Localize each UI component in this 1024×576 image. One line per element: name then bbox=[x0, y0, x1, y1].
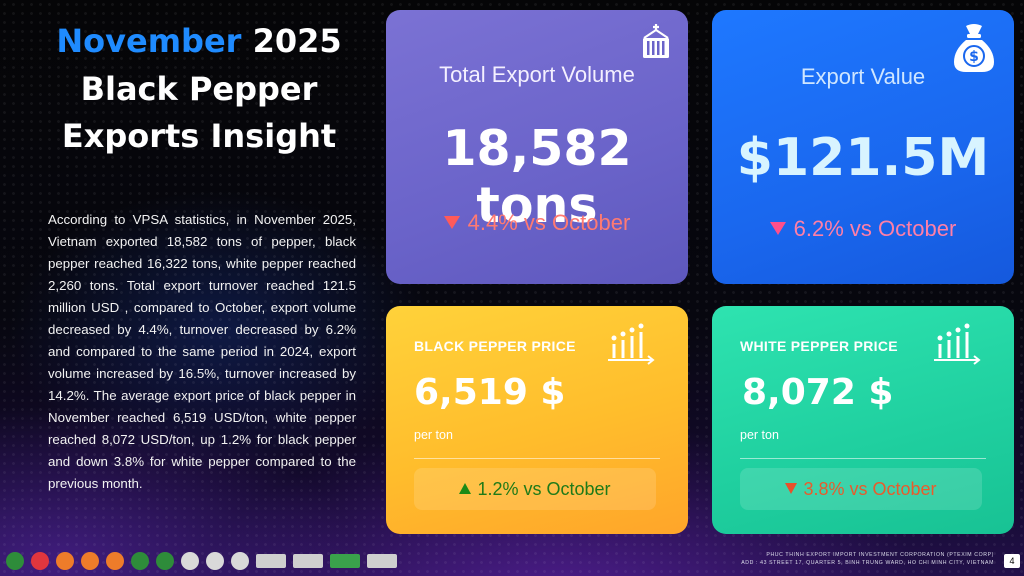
card-title: Export Value bbox=[800, 64, 926, 89]
card-export-value: $ Export Value $121.5M 6.2% vs October bbox=[712, 10, 1014, 284]
certification-badge bbox=[367, 554, 397, 568]
footer-company-info: PHUC THINH EXPORT IMPORT INVESTMENT CORP… bbox=[741, 551, 994, 567]
certification-badge bbox=[206, 552, 224, 570]
certification-badge bbox=[330, 554, 360, 568]
black-price-change: 1.2% vs October bbox=[414, 468, 656, 510]
volume-change-text: 4.4% vs October bbox=[467, 210, 631, 235]
container-icon bbox=[643, 24, 669, 58]
divider bbox=[740, 458, 986, 459]
export-volume-value: 18,582 tons bbox=[442, 120, 632, 234]
certification-badge bbox=[131, 552, 149, 570]
title-line-black-pepper: Black Pepper bbox=[80, 70, 318, 109]
title-block: November 2025 Black Pepper Exports Insig… bbox=[38, 22, 360, 155]
black-pepper-price-value: 6,519 $ bbox=[414, 372, 566, 413]
certification-logos bbox=[6, 552, 397, 570]
svg-text:$: $ bbox=[969, 49, 979, 65]
certification-badge bbox=[231, 552, 249, 570]
white-price-change: 3.8% vs October bbox=[740, 468, 982, 510]
bar-chart-icon bbox=[608, 323, 655, 365]
certification-badge bbox=[181, 552, 199, 570]
card-white-pepper-price: WHITE PEPPER PRICE 8,072 $ per ton 3.8% … bbox=[712, 306, 1014, 534]
certification-badge bbox=[156, 552, 174, 570]
certification-badge bbox=[293, 554, 323, 568]
down-arrow-icon bbox=[769, 221, 786, 235]
certification-badge bbox=[56, 552, 74, 570]
title-year: 2025 bbox=[252, 22, 342, 60]
value-change: 6.2% vs October bbox=[712, 216, 1014, 242]
value-change-text: 6.2% vs October bbox=[793, 216, 957, 241]
down-arrow-icon bbox=[785, 482, 798, 494]
export-value-amount: $121.5M bbox=[736, 128, 990, 188]
partner-logo bbox=[31, 552, 49, 570]
price-unit: per ton bbox=[740, 428, 779, 442]
card-title: Total Export Volume bbox=[439, 62, 635, 87]
black-price-change-text: 1.2% vs October bbox=[477, 479, 611, 499]
title-month: November bbox=[56, 22, 242, 60]
certification-badge bbox=[81, 552, 99, 570]
title-line-exports-insight: Exports Insight bbox=[61, 116, 337, 155]
certification-badge bbox=[256, 554, 286, 568]
price-label: WHITE PEPPER PRICE bbox=[740, 338, 898, 354]
down-arrow-icon bbox=[443, 215, 460, 229]
company-name: PHUC THINH EXPORT IMPORT INVESTMENT CORP… bbox=[766, 552, 994, 558]
description-paragraph: According to VPSA statistics, in Novembe… bbox=[48, 212, 356, 491]
company-address: ADD : 43 STREET 17, QUARTER 5, BINH TRUN… bbox=[741, 560, 994, 566]
money-bag-icon: $ bbox=[954, 24, 994, 72]
white-pepper-price-value: 8,072 $ bbox=[742, 372, 894, 413]
up-arrow-icon bbox=[459, 482, 472, 494]
volume-change: 4.4% vs October bbox=[386, 210, 688, 236]
page-title-month-year: November 2025 bbox=[38, 22, 360, 60]
card-total-export-volume: Total Export Volume 18,582 tons 4.4% vs … bbox=[386, 10, 688, 284]
bar-chart-icon bbox=[934, 323, 981, 365]
divider bbox=[414, 458, 660, 459]
card-black-pepper-price: BLACK PEPPER PRICE 6,519 $ per ton 1.2% … bbox=[386, 306, 688, 534]
price-label: BLACK PEPPER PRICE bbox=[414, 338, 576, 354]
white-price-change-text: 3.8% vs October bbox=[803, 479, 937, 499]
brand-logo bbox=[6, 552, 24, 570]
price-unit: per ton bbox=[414, 428, 453, 442]
certification-badge bbox=[106, 552, 124, 570]
page-number: 4 bbox=[1004, 554, 1020, 568]
